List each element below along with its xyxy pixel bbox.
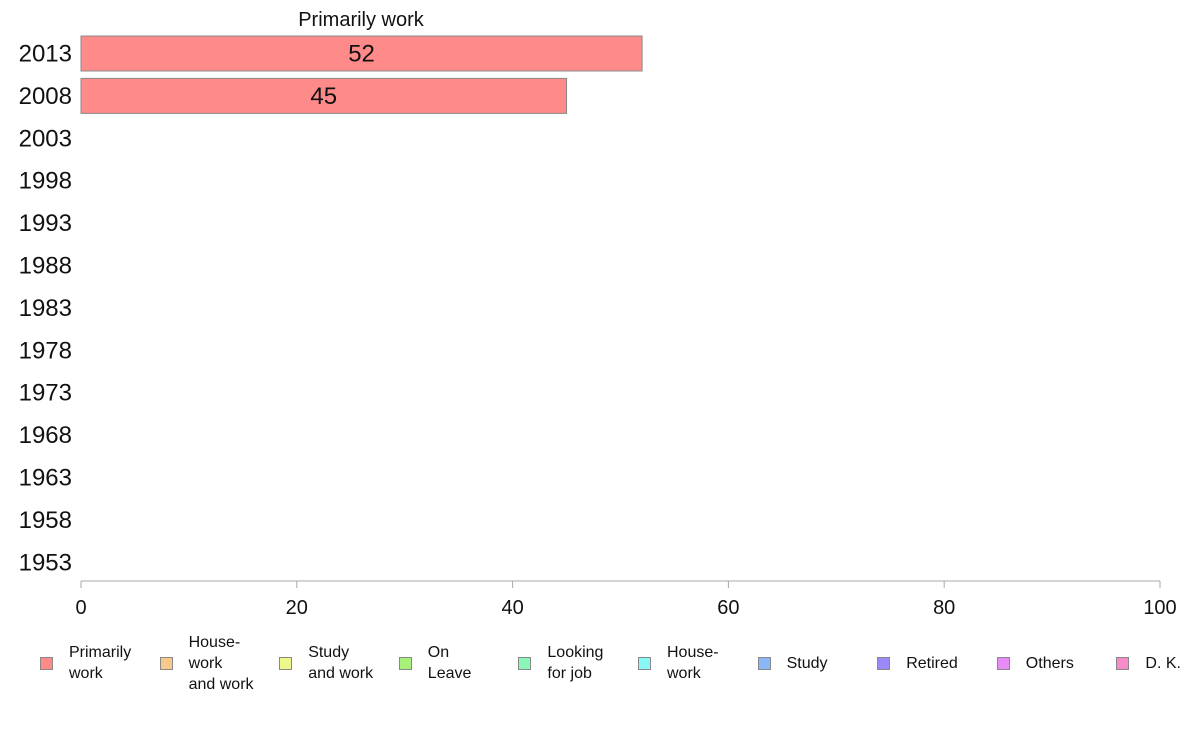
y-tick-label: 1998 xyxy=(19,168,72,195)
legend-label: House- work and work xyxy=(188,633,254,693)
legend-item: Study xyxy=(757,630,828,696)
legend-label: House- work xyxy=(667,644,719,682)
legend-swatch xyxy=(757,656,771,670)
bar-chart: Primarily work 52 45 2013 2008 2003 1998 1993… xyxy=(19,9,1177,619)
x-tick-label: 60 xyxy=(717,597,739,619)
x-tick-label: 100 xyxy=(1143,597,1176,619)
legend-swatch xyxy=(638,656,651,670)
legend-label: D. K. xyxy=(1145,654,1181,672)
bar-value-label: 52 xyxy=(348,41,375,68)
legend-swatch xyxy=(398,656,412,670)
legend-label: Study and work xyxy=(308,644,374,682)
legend-item: On Leave xyxy=(398,630,472,696)
legend-label: Study xyxy=(786,654,828,672)
y-tick-label: 1983 xyxy=(19,295,72,322)
legend-swatch xyxy=(279,656,293,670)
y-tick-label: 2003 xyxy=(19,125,72,152)
legend-swatch xyxy=(40,656,53,670)
y-tick-label: 1978 xyxy=(19,337,72,364)
y-tick-label: 1968 xyxy=(19,422,72,449)
legend-item: Primarily work xyxy=(40,630,131,696)
y-axis-labels: 2013 2008 2003 1998 1993 1988 1983 1978 1973 1968… xyxy=(19,41,72,577)
legend-item: Others xyxy=(996,630,1074,696)
y-tick-label: 1973 xyxy=(19,380,72,407)
legend-swatch xyxy=(1116,656,1130,670)
legend: Primarily work House- work and work Study … xyxy=(0,630,1188,700)
chart-title: Primarily work xyxy=(298,9,425,31)
y-tick-label: 2013 xyxy=(19,41,72,68)
legend-swatch xyxy=(996,656,1010,670)
legend-item: Looking for job xyxy=(518,630,603,696)
legend-item: Study and work xyxy=(279,630,373,696)
legend-label: Others xyxy=(1025,654,1074,672)
bar xyxy=(80,77,568,114)
legend-swatch xyxy=(159,656,173,670)
y-tick-label: 2008 xyxy=(19,83,72,110)
y-tick-label: 1993 xyxy=(19,210,72,237)
y-tick-label: 1953 xyxy=(19,549,72,576)
x-tick-label: 80 xyxy=(933,597,955,619)
y-tick-label: 1963 xyxy=(19,465,72,492)
legend-item: D. K. xyxy=(1116,630,1181,696)
bar-value-label: 45 xyxy=(310,83,337,110)
legend-item: Retired xyxy=(877,630,958,696)
bars-group: 52 45 xyxy=(80,35,643,114)
x-tick-label: 0 xyxy=(75,597,86,619)
legend-swatch xyxy=(877,656,891,670)
legend-label: Looking for job xyxy=(547,644,604,682)
legend-label: On Leave xyxy=(427,644,472,682)
legend-item: House- work and work xyxy=(159,630,254,696)
x-axis: 0 20 40 60 80 100 xyxy=(75,580,1177,619)
x-tick-label: 40 xyxy=(501,597,523,619)
bar xyxy=(80,35,643,72)
y-tick-label: 1958 xyxy=(19,507,72,534)
x-tick-label: 20 xyxy=(286,597,308,619)
legend-item: House- work xyxy=(638,630,719,696)
y-tick-label: 1988 xyxy=(19,253,72,280)
legend-label: Retired xyxy=(906,654,958,672)
legend-swatch xyxy=(518,656,532,670)
legend-label: Primarily work xyxy=(69,644,132,682)
